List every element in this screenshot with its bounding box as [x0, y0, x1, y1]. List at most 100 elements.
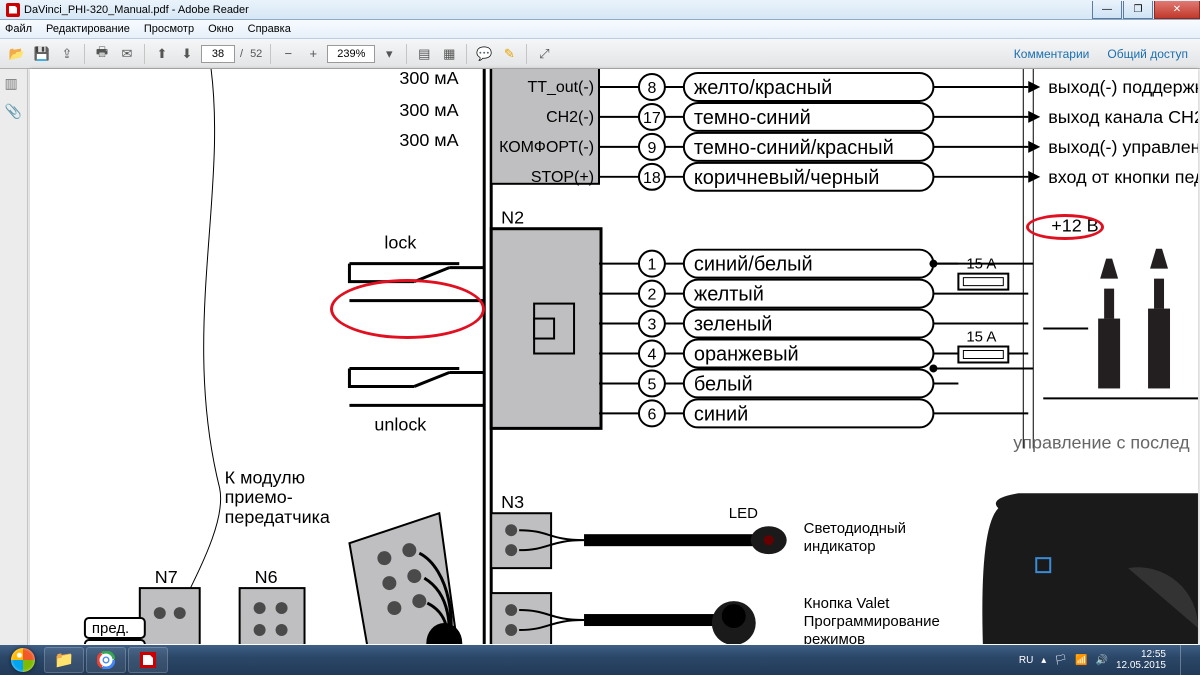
tray-network-icon[interactable]: 📶 [1075, 655, 1087, 666]
highlight-icon[interactable]: ✎ [498, 43, 520, 65]
system-tray: RU ▴ 🏳 📶 🔊 12:55 12.05.2015 [1019, 645, 1196, 675]
svg-text:темно-синий: темно-синий [694, 107, 811, 129]
pdf-icon [6, 3, 20, 17]
maximize-button[interactable]: ❐ [1123, 1, 1153, 19]
red-annotation-1 [330, 279, 485, 339]
tray-up-icon[interactable]: ▴ [1041, 655, 1046, 666]
pdf-page: 300 мА 300 мА 300 мА 8желто/красныйTT_ou… [30, 69, 1198, 645]
svg-text:вход от кнопки пед: вход от кнопки пед [1048, 167, 1198, 187]
page-number-input[interactable] [201, 45, 235, 63]
tray-clock[interactable]: 12:55 12.05.2015 [1116, 649, 1166, 671]
current-3: 300 мА [399, 130, 458, 150]
menu-view[interactable]: Просмотр [143, 21, 195, 37]
valet-title: Кнопка Valet [804, 595, 891, 612]
svg-text:выход(-) управлени: выход(-) управлени [1048, 137, 1198, 157]
tray-time: 12:55 [1116, 649, 1166, 660]
link-comments[interactable]: Комментарии [1008, 43, 1096, 65]
osn-label: осн. [92, 642, 120, 644]
close-button[interactable]: ✕ [1154, 1, 1200, 19]
show-desktop-button[interactable] [1180, 645, 1190, 675]
svg-text:белый: белый [694, 373, 753, 395]
menu-bar: Файл Редактирование Просмотр Окно Справк… [0, 20, 1200, 39]
menu-help[interactable]: Справка [247, 21, 292, 37]
svg-text:TT_out(-): TT_out(-) [527, 79, 594, 96]
n6-label: N6 [255, 567, 278, 587]
task-reader[interactable] [128, 647, 168, 673]
zoom-dropdown-icon[interactable]: ▾ [378, 43, 400, 65]
module-note-1: К модулю [225, 467, 305, 487]
zoom-input[interactable] [327, 45, 375, 63]
unlock-label: unlock [374, 414, 426, 434]
save-icon[interactable]: 💾 [31, 43, 53, 65]
zoom-out-icon[interactable]: − [277, 43, 299, 65]
attachments-icon[interactable]: 📎 [5, 103, 23, 121]
window-title: DaVinci_PHI-320_Manual.pdf - Adobe Reade… [24, 4, 249, 16]
svg-text:синий/белый: синий/белый [694, 254, 813, 276]
menu-window[interactable]: Окно [207, 21, 235, 37]
workspace: ▥ 📎 300 мА 300 мА 300 мА 8желто/красныйT… [0, 69, 1200, 645]
svg-text:4: 4 [647, 346, 656, 363]
svg-text:1: 1 [647, 257, 656, 274]
svg-text:8: 8 [647, 80, 656, 97]
n3-label: N3 [501, 492, 524, 512]
svg-text:синий: синий [694, 403, 748, 425]
red-annotation-2 [1026, 214, 1104, 240]
svg-text:3: 3 [647, 317, 656, 334]
minimize-button[interactable]: — [1092, 1, 1122, 19]
task-chrome[interactable] [86, 647, 126, 673]
lock-label: lock [384, 233, 416, 253]
svg-text:темно-синий/красный: темно-синий/красный [694, 137, 894, 159]
tray-volume-icon[interactable]: 🔊 [1095, 655, 1107, 666]
module-note-3: передатчика [225, 507, 330, 527]
fit-page-icon[interactable]: ▤ [413, 43, 435, 65]
svg-text:КОМФОРТ(-): КОМФОРТ(-) [499, 139, 594, 156]
tray-date: 12.05.2015 [1116, 660, 1166, 671]
taskbar: 📁 RU ▴ 🏳 📶 🔊 12:55 12.05.2015 [0, 645, 1200, 675]
svg-text:выход канала CH2: выход канала CH2 [1048, 107, 1198, 127]
toolbar: 📂 💾 ⇪ 🖶 ✉ ⬆ ⬇ / 52 − + ▾ ▤ ▦ 💬 ✎ ⤢ Комме… [0, 39, 1200, 69]
menu-file[interactable]: Файл [4, 21, 33, 37]
tray-lang[interactable]: RU [1019, 655, 1033, 666]
windows-orb-icon [11, 648, 35, 672]
svg-text:CH2(-): CH2(-) [546, 109, 594, 126]
svg-text:оранжевый: оранжевый [694, 343, 799, 365]
fuse-1: 15 A [966, 256, 996, 273]
valet-desc-2: режимов [804, 631, 865, 644]
nav-sidebar: ▥ 📎 [0, 69, 28, 645]
window-titlebar: DaVinci_PHI-320_Manual.pdf - Adobe Reade… [0, 0, 1200, 20]
start-button[interactable] [4, 646, 42, 674]
svg-text:желто/красный: желто/красный [694, 77, 832, 99]
comment-icon[interactable]: 💬 [473, 43, 495, 65]
pred-label: пред. [92, 620, 129, 637]
mail-icon[interactable]: ✉ [116, 43, 138, 65]
svg-text:18: 18 [643, 170, 661, 187]
open-icon[interactable]: 📂 [6, 43, 28, 65]
link-share[interactable]: Общий доступ [1101, 43, 1194, 65]
n7-label: N7 [155, 567, 178, 587]
thumbnails-icon[interactable]: ▥ [5, 75, 23, 93]
svg-text:желтый: желтый [694, 284, 764, 306]
n2-title: N2 [501, 208, 524, 228]
menu-edit[interactable]: Редактирование [45, 21, 131, 37]
wiring-diagram: 300 мА 300 мА 300 мА 8желто/красныйTT_ou… [30, 69, 1198, 644]
page-down-icon[interactable]: ⬇ [176, 43, 198, 65]
module-note-2: приемо- [225, 487, 293, 507]
task-explorer[interactable]: 📁 [44, 647, 84, 673]
fit-width-icon[interactable]: ▦ [438, 43, 460, 65]
zoom-in-icon[interactable]: + [302, 43, 324, 65]
svg-text:6: 6 [647, 406, 656, 423]
fullscreen-icon[interactable]: ⤢ [533, 43, 555, 65]
export-icon[interactable]: ⇪ [56, 43, 78, 65]
tray-flag-icon[interactable]: 🏳 [1054, 655, 1067, 666]
print-icon[interactable]: 🖶 [91, 43, 113, 65]
page-up-icon[interactable]: ⬆ [151, 43, 173, 65]
n2-bottom-note: управление с послед [1013, 432, 1190, 452]
svg-text:зеленый: зеленый [694, 314, 773, 336]
svg-text:9: 9 [647, 140, 656, 157]
svg-text:17: 17 [643, 110, 661, 127]
valet-desc-1: Программирование [804, 613, 940, 630]
page-total: 52 [250, 48, 262, 60]
led-desc-1: Светодиодный [804, 520, 906, 537]
fuse-2: 15 A [966, 329, 996, 346]
current-2: 300 мА [399, 100, 458, 120]
